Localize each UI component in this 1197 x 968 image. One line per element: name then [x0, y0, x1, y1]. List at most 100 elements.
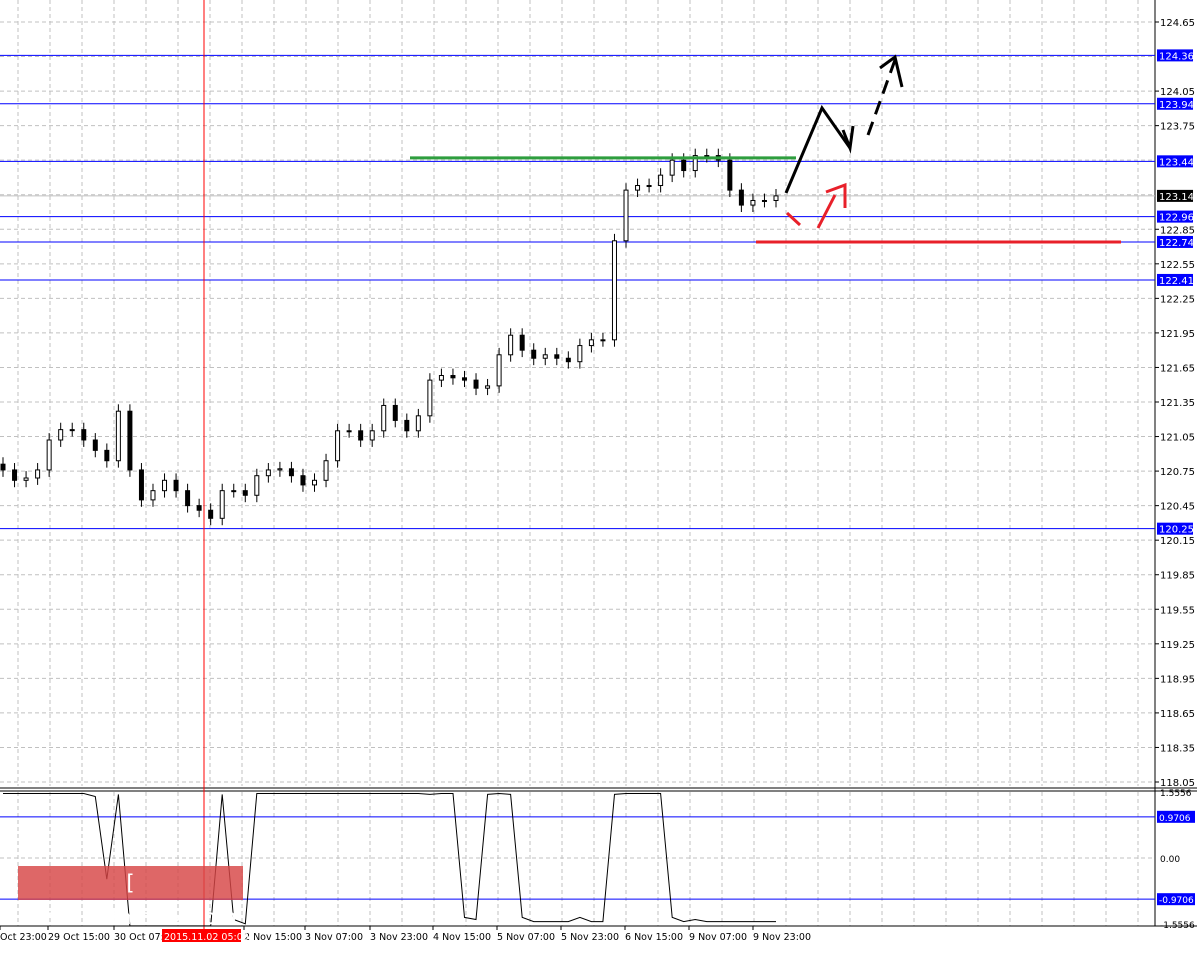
time-tick-label: 4 Nov 15:00: [433, 932, 491, 943]
candle-body: [658, 174, 664, 187]
candle-body: [242, 490, 248, 496]
price-tick-label: 121.65: [1160, 363, 1195, 374]
candle-body: [415, 415, 421, 432]
time-tick-label: 9 Nov 23:00: [753, 932, 811, 943]
indicator-line: [3, 792, 776, 927]
price-tick-label: 118.65: [1160, 709, 1195, 720]
candle-body: [277, 468, 283, 471]
price-tick-label: 122.85: [1160, 225, 1195, 236]
candle-body: [185, 490, 191, 507]
candle-body: [646, 185, 652, 188]
candle-body: [46, 439, 52, 471]
price-tick-label: 120.75: [1160, 467, 1195, 478]
candle-body: [196, 505, 202, 511]
candle-body: [58, 429, 64, 441]
candle-body: [611, 240, 617, 341]
candle-body: [115, 410, 121, 462]
time-tick-label: 29 Oct 15:00: [48, 932, 110, 943]
arrow-head-icon: [879, 54, 904, 88]
indicator-tick-label: 0.00: [1160, 855, 1180, 865]
candle-body: [12, 469, 18, 481]
candle-body: [358, 430, 364, 441]
candle-body: [23, 477, 29, 481]
price-tick-label: 123.75: [1160, 122, 1195, 133]
forecast-dip-red: [785, 211, 802, 227]
candle-body: [104, 449, 110, 462]
price-chart: 124.65 124.05 123.75 122.85 122.55 122.25 121.…: [0, 0, 1197, 943]
candle-body: [69, 429, 75, 432]
level-label-box: [1157, 97, 1193, 110]
highlighted-time-label: 2015.11.02 05:00: [164, 932, 249, 943]
price-tick-label: 122.25: [1160, 294, 1195, 305]
candle-body: [92, 439, 98, 451]
time-tick-label: 30 Oct 07:00: [114, 932, 176, 943]
candle-body: [138, 469, 144, 501]
forecast-dip-red: [816, 194, 837, 229]
current-price-box: [1157, 189, 1193, 202]
price-tick-label: 121.35: [1160, 398, 1195, 409]
price-tick-label: 118.95: [1160, 674, 1195, 685]
time-tick-label: 3 Nov 23:00: [370, 932, 428, 943]
indicator-level-box: [1157, 893, 1195, 906]
candle-body: [404, 419, 410, 432]
arrow-head-icon: [841, 125, 855, 154]
arrow-head-icon: [825, 182, 847, 208]
indicator-level-label: -0.9706: [1159, 896, 1194, 906]
candle-body: [312, 479, 318, 486]
level-label-box: [1157, 155, 1193, 168]
time-tick-label: 2 Nov 15:00: [244, 932, 302, 943]
price-tick-label: 121.05: [1160, 433, 1195, 444]
candle-body: [231, 490, 237, 493]
candle-body: [254, 475, 260, 496]
indicator-level-label: 0.9706: [1159, 814, 1191, 824]
candle-body: [681, 159, 687, 172]
candle-body: [461, 377, 467, 381]
candle-body: [450, 375, 456, 379]
candle-body: [485, 385, 491, 389]
candle-body: [162, 479, 168, 492]
candle-body: [392, 404, 398, 421]
level-label: 122.41: [1159, 276, 1194, 287]
candle-body: [35, 469, 41, 479]
candle-body: [738, 189, 744, 206]
candle-body: [565, 357, 571, 363]
level-label: 124.36: [1159, 51, 1194, 62]
candle-body: [427, 379, 433, 417]
level-label: 122.74: [1159, 238, 1194, 249]
instaforex-watermark: [ www.instaforex.com ]: [18, 866, 243, 963]
time-tick-label: 6 Nov 15:00: [625, 932, 683, 943]
candle-body: [0, 463, 6, 471]
candle-body: [346, 430, 352, 433]
highlighted-time-box: [162, 929, 241, 942]
level-label-box: [1157, 273, 1193, 286]
time-tick-label: 5 Nov 07:00: [497, 932, 555, 943]
candle-body: [554, 354, 560, 359]
candle-body: [208, 509, 214, 519]
candle-body: [635, 185, 641, 191]
time-tick-label: 9 Nov 07:00: [689, 932, 747, 943]
candle-body: [335, 430, 341, 462]
candle-body: [150, 490, 156, 501]
candle-body: [542, 354, 548, 359]
candle-body: [219, 490, 225, 519]
candle-body: [127, 410, 133, 471]
candle-body: [508, 334, 514, 356]
price-tick-label: 124.65: [1160, 18, 1195, 29]
price-tick-label: 120.15: [1160, 536, 1195, 547]
forecast-arrow-dashed: [866, 59, 897, 136]
current-price-label: 123.14: [1159, 192, 1194, 203]
forecast-arrow-up: [784, 104, 852, 194]
indicator-level-box: [1157, 810, 1195, 823]
candle-body: [600, 339, 606, 342]
price-tick-label: 119.25: [1160, 640, 1195, 651]
time-tick-label: Oct 23:00: [0, 932, 47, 943]
price-tick-label: 122.55: [1160, 260, 1195, 271]
candle-body: [669, 159, 675, 176]
candle-body: [438, 375, 444, 381]
price-tick-label: 119.85: [1160, 571, 1195, 582]
indicator-tick-label: 1.5556: [1160, 789, 1192, 799]
candle-body: [761, 199, 767, 202]
level-label: 122.96: [1159, 213, 1194, 224]
candle-body: [692, 155, 698, 172]
candle-body: [588, 339, 594, 347]
